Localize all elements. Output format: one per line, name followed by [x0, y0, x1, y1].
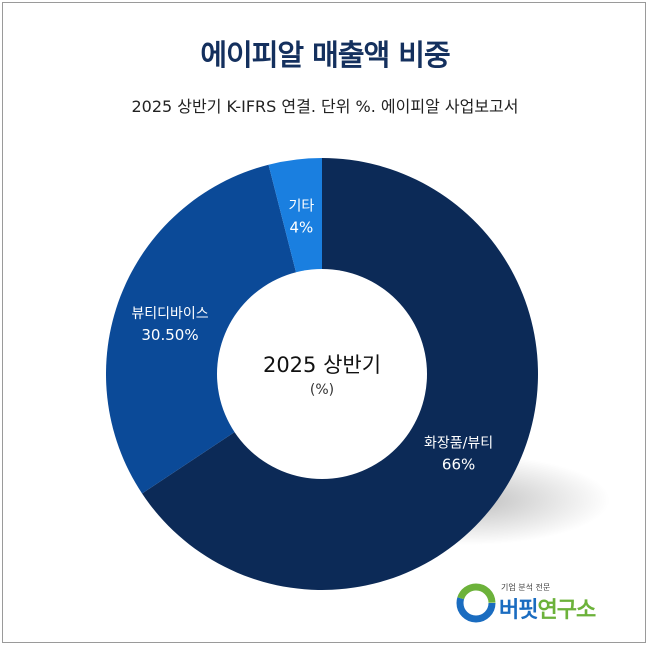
- slice-value-label: 66%: [442, 455, 475, 473]
- logo-tagline: 기업 분석 전문: [501, 583, 551, 592]
- slice-label: 뷰티디바이스: [131, 306, 208, 322]
- slice-value-label: 30.50%: [141, 326, 198, 344]
- slice-1: [106, 164, 322, 494]
- chart-subtitle: 2025 상반기 K-IFRS 연결. 단위 %. 에이피알 사업보고서: [131, 97, 519, 116]
- donut-hole: [217, 269, 427, 479]
- slice-label: 기타: [289, 198, 315, 214]
- slice-value-label: 4%: [290, 218, 314, 236]
- center-label: 2025 상반기: [263, 353, 381, 377]
- slice-label: 화장품/뷰티: [424, 435, 493, 451]
- center-sublabel: (%): [310, 382, 334, 398]
- logo-mark-icon: [456, 583, 496, 623]
- chart-title: 에이피알 매출액 비중: [200, 38, 450, 72]
- logo: 기업 분석 전문 버핏연구소: [455, 580, 615, 625]
- logo-name: 버핏연구소: [499, 598, 596, 623]
